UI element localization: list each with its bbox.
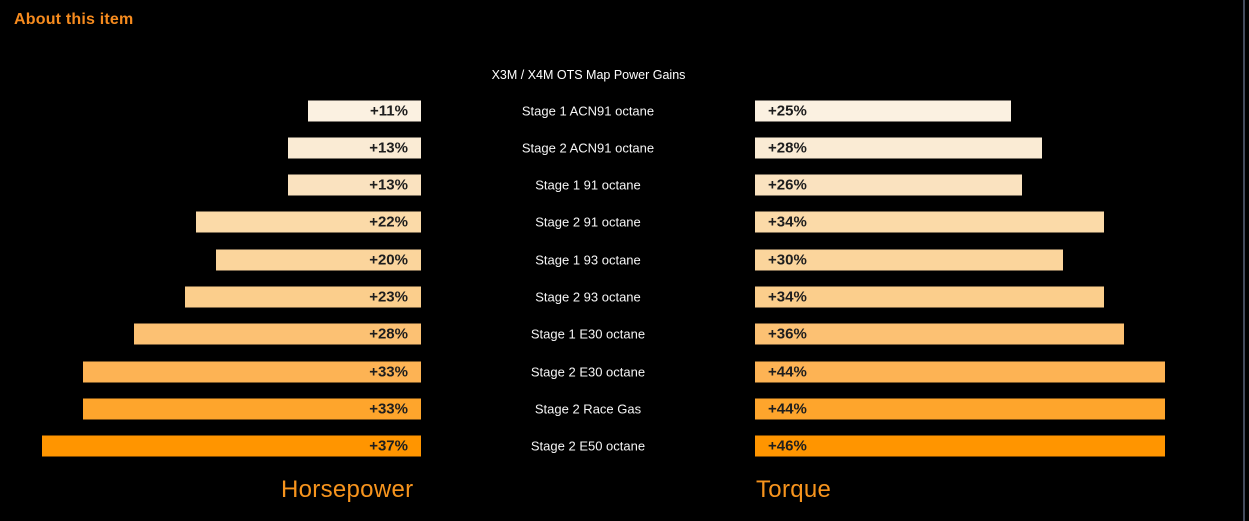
torque-value: +26% [768,176,807,194]
chart-row: +28% Stage 1 E30 octane +36% [0,316,1249,353]
horsepower-bar: +33% [82,398,421,420]
torque-value: +28% [768,139,807,157]
horsepower-bar: +13% [287,174,421,196]
horsepower-value: +13% [369,139,408,157]
torque-value: +44% [768,400,807,418]
horsepower-axis-label: Horsepower [281,476,414,503]
torque-bar: +44% [755,361,1165,383]
row-category-label: Stage 1 93 octane [535,252,641,268]
torque-value: +34% [768,213,807,231]
torque-bar: +30% [755,249,1063,271]
row-category-label: Stage 2 Race Gas [534,401,642,417]
row-category-label: Stage 2 E50 octane [530,438,646,454]
horsepower-bar: +20% [216,249,421,271]
torque-value: +36% [768,325,807,343]
chart-row: +13% Stage 2 ACN91 octane +28% [0,129,1249,166]
row-category-label: Stage 2 91 octane [535,214,641,230]
horsepower-bar: +33% [82,361,421,383]
horsepower-value: +23% [369,288,408,306]
chart-row: +37% Stage 2 E50 octane +46% [0,428,1249,465]
chart-row: +23% Stage 2 93 octane +34% [0,279,1249,316]
row-category-label: Stage 1 E30 octane [530,326,646,342]
torque-bar: +46% [755,435,1165,457]
chart-row: +13% Stage 1 91 octane +26% [0,167,1249,204]
horsepower-value: +37% [369,437,408,455]
horsepower-value: +33% [369,400,408,418]
horsepower-bar: +28% [134,323,421,345]
chart-row: +11% Stage 1 ACN91 octane +25% [0,92,1249,129]
torque-axis-label: Torque [756,476,832,503]
torque-bar: +26% [755,174,1022,196]
torque-bar: +36% [755,323,1124,345]
torque-value: +44% [768,363,807,381]
horsepower-value: +22% [369,213,408,231]
row-category-label: Stage 2 E30 octane [530,364,646,380]
horsepower-value: +33% [369,363,408,381]
row-category-label: Stage 1 91 octane [535,177,641,193]
horsepower-bar: +22% [195,211,421,233]
torque-bar: +25% [755,100,1012,121]
horsepower-value: +20% [369,251,408,269]
scrollbar-track[interactable] [1243,0,1245,521]
chart-row: +20% Stage 1 93 octane +30% [0,241,1249,278]
torque-bar: +34% [755,211,1104,233]
row-category-label: Stage 2 93 octane [535,289,641,305]
chart-title: X3M / X4M OTS Map Power Gains [491,68,686,82]
torque-bar: +34% [755,286,1104,308]
horsepower-value: +13% [369,176,408,194]
row-category-label: Stage 2 ACN91 octane [521,140,655,156]
chart-row: +22% Stage 2 91 octane +34% [0,204,1249,241]
section-heading: About this item [14,11,134,28]
horsepower-bar: +11% [308,100,421,121]
chart-row: +33% Stage 2 E30 octane +44% [0,353,1249,390]
horsepower-value: +11% [370,102,408,119]
torque-value: +34% [768,288,807,306]
torque-bar: +44% [755,398,1165,420]
chart-row: +33% Stage 2 Race Gas +44% [0,390,1249,427]
horsepower-bar: +23% [185,286,421,308]
horsepower-bar: +37% [41,435,421,457]
horsepower-bar: +13% [287,137,421,159]
torque-value: +30% [768,251,807,269]
torque-value: +46% [768,437,807,455]
row-category-label: Stage 1 ACN91 octane [521,103,655,118]
horsepower-value: +28% [369,325,408,343]
torque-bar: +28% [755,137,1042,159]
torque-value: +25% [768,102,807,119]
